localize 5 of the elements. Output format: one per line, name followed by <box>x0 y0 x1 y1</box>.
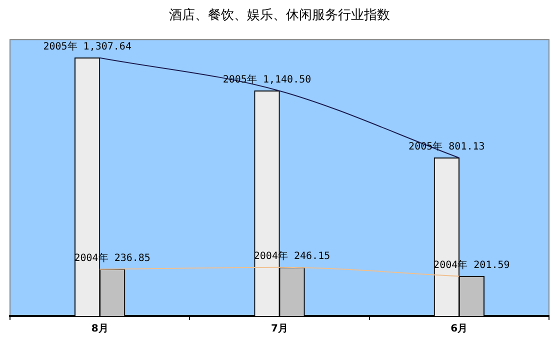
x-tick-label: 7月 <box>271 324 288 335</box>
x-tick-label: 8月 <box>91 324 108 335</box>
data-label: 2005年 1,307.64 <box>43 40 132 52</box>
chart-title: 酒店、餐饮、娱乐、休闲服务行业指数 <box>169 7 390 24</box>
x-tick-label: 6月 <box>450 324 468 335</box>
